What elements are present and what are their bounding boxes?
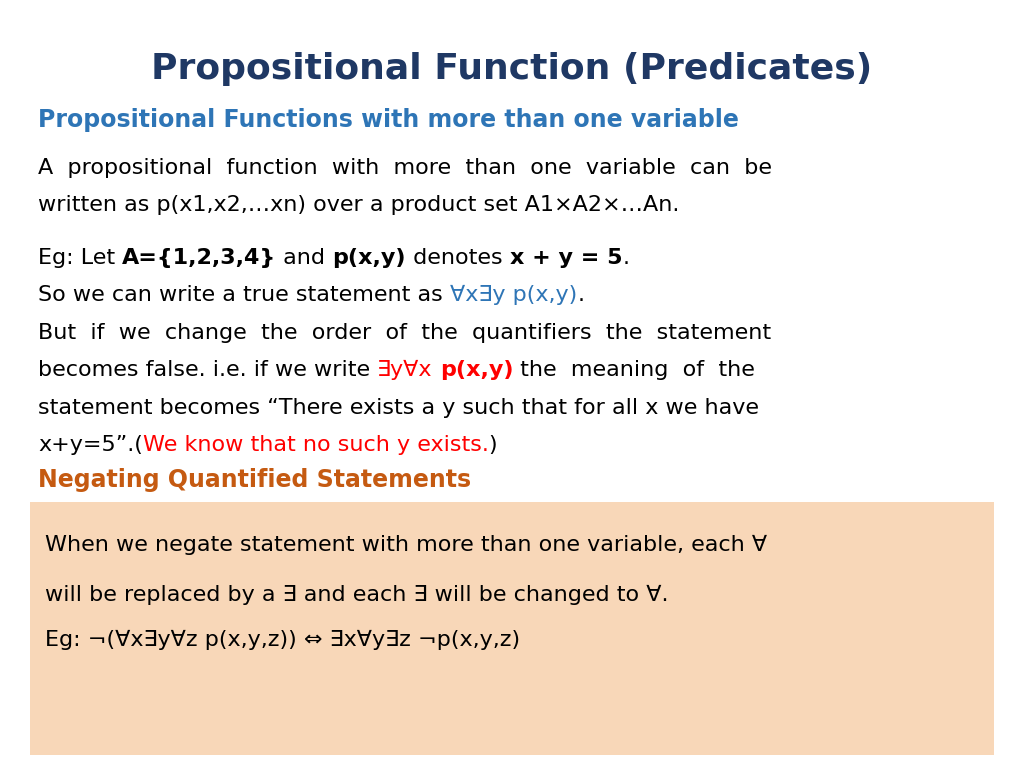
Text: Eg: Let: Eg: Let	[38, 248, 122, 268]
Text: .: .	[623, 248, 630, 268]
Text: the  meaning  of  the: the meaning of the	[513, 360, 756, 380]
Text: Eg: ¬(∀x∃y∀z p(x,y,z)) ⇔ ∃x∀y∃z ¬p(x,y,z): Eg: ¬(∀x∃y∀z p(x,y,z)) ⇔ ∃x∀y∃z ¬p(x,y,z…	[45, 630, 520, 650]
FancyBboxPatch shape	[30, 502, 994, 755]
Text: x+y=5”.(: x+y=5”.(	[38, 435, 143, 455]
Text: .: .	[578, 285, 584, 305]
Text: p(x,y): p(x,y)	[440, 360, 513, 380]
Text: denotes: denotes	[407, 248, 510, 268]
Text: A={1,2,3,4}: A={1,2,3,4}	[122, 248, 276, 268]
Text: Negating Quantified Statements: Negating Quantified Statements	[38, 468, 471, 492]
Text: written as p(x1,x2,…xn) over a product set A1×A2×…An.: written as p(x1,x2,…xn) over a product s…	[38, 195, 679, 215]
Text: Propositional Functions with more than one variable: Propositional Functions with more than o…	[38, 108, 739, 132]
Text: We know that no such y exists.: We know that no such y exists.	[143, 435, 488, 455]
Text: ∀x∃y p(x,y): ∀x∃y p(x,y)	[450, 285, 578, 305]
Text: A  propositional  function  with  more  than  one  variable  can  be: A propositional function with more than …	[38, 158, 772, 178]
Text: ∃y∀x: ∃y∀x	[377, 360, 433, 380]
Text: Propositional Function (Predicates): Propositional Function (Predicates)	[152, 52, 872, 86]
Text: x + y = 5: x + y = 5	[510, 248, 623, 268]
Text: and: and	[276, 248, 333, 268]
Text: becomes false. i.e. if we write: becomes false. i.e. if we write	[38, 360, 377, 380]
Text: will be replaced by a ∃ and each ∃ will be changed to ∀.: will be replaced by a ∃ and each ∃ will …	[45, 585, 669, 605]
Text: statement becomes “There exists a y such that for all x we have: statement becomes “There exists a y such…	[38, 398, 759, 418]
Text: But  if  we  change  the  order  of  the  quantifiers  the  statement: But if we change the order of the quanti…	[38, 323, 771, 343]
Text: When we negate statement with more than one variable, each ∀: When we negate statement with more than …	[45, 535, 767, 555]
Text: So we can write a true statement as: So we can write a true statement as	[38, 285, 450, 305]
Text: p(x,y): p(x,y)	[333, 248, 407, 268]
Text: ): )	[488, 435, 498, 455]
